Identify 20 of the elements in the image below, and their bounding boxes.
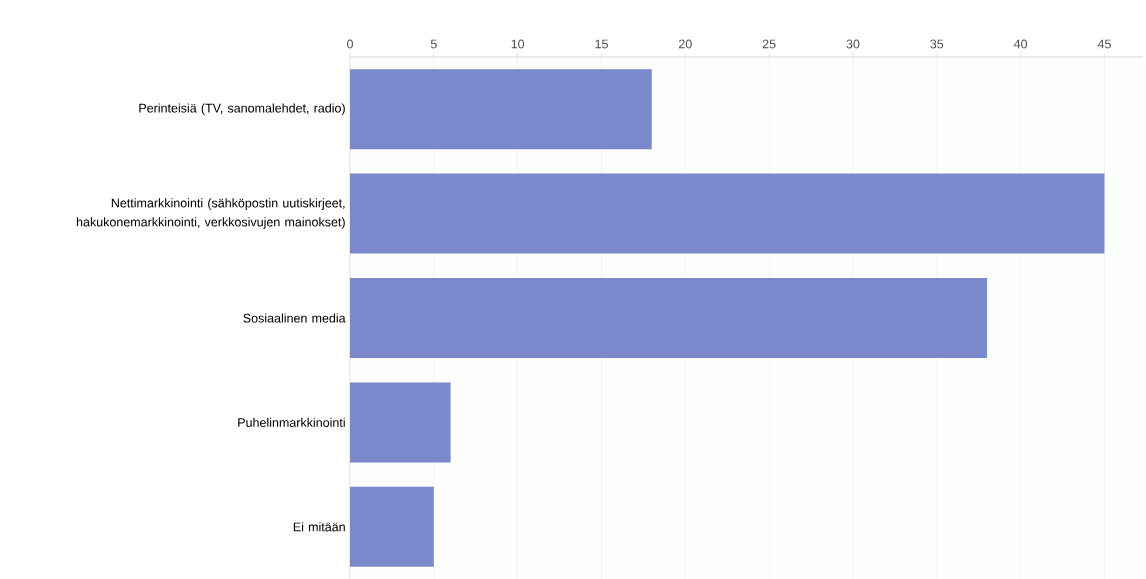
- y-tick-label: Nettimarkkinointi (sähköpostin uutiskirjeet, hakukonemarkkinointi, verkkosivujen mainokset): [76, 198, 345, 229]
- x-tick-label: 0: [347, 39, 353, 49]
- x-tick-label: 40: [1013, 39, 1028, 49]
- bar: [350, 486, 434, 567]
- x-tick-label: 45: [1097, 39, 1111, 49]
- bar: [350, 69, 652, 150]
- bar: [350, 382, 451, 463]
- x-tick-label: 30: [846, 39, 860, 49]
- y-tick-label: Puhelinmarkkinointi: [238, 417, 345, 427]
- y-tick-label: Ei mitään: [293, 522, 345, 532]
- x-tick-label: 15: [595, 39, 608, 49]
- x-tick-label: 5: [430, 39, 437, 49]
- y-tick-label: Perinteisiä (TV, sanomalehdet, radio): [139, 103, 345, 116]
- x-tick-label: 35: [930, 39, 944, 49]
- bar: [350, 278, 988, 359]
- x-tick-label: 25: [762, 39, 776, 49]
- bar: [350, 173, 1105, 254]
- y-tick-label: Sosiaalinen media: [243, 313, 346, 323]
- x-tick-label: 20: [678, 39, 692, 49]
- x-tick-label: 10: [511, 39, 525, 49]
